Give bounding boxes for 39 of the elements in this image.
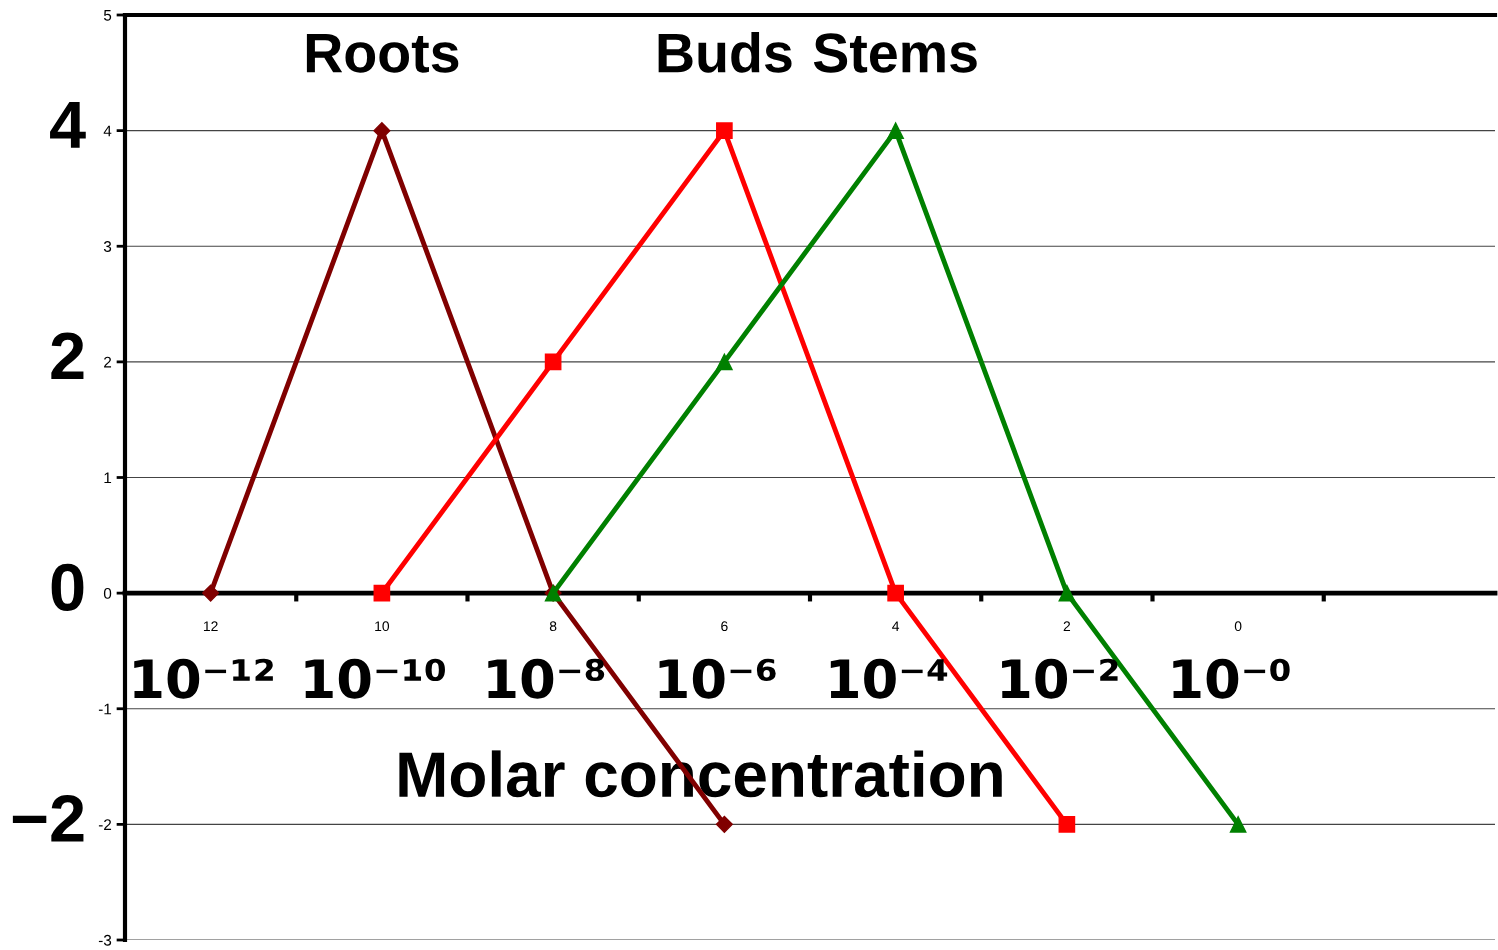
annotation: 10⁻⁴	[830, 658, 948, 699]
y-tick-label: 2	[104, 356, 112, 368]
series-label: Stems	[813, 33, 977, 73]
point	[1058, 584, 1076, 602]
point	[202, 584, 220, 602]
x-tick-label: 8	[549, 621, 557, 632]
point	[1229, 816, 1247, 833]
point	[373, 584, 391, 602]
y-tick-label: 3	[103, 241, 112, 252]
x-tick-label: 6	[721, 621, 728, 632]
point	[1058, 816, 1076, 833]
y-tick-label: 1	[104, 472, 112, 484]
annotation: 10⁻⁸	[488, 658, 605, 699]
y-tick-label: -2	[98, 819, 112, 830]
point	[715, 815, 733, 833]
point	[373, 122, 391, 140]
x-tick-label: 2	[1063, 621, 1071, 631]
text: −2	[12, 795, 84, 842]
y-tick-label: 4	[103, 125, 112, 137]
x-tick-label: 10	[375, 621, 390, 632]
x-tick-label: 4	[892, 621, 900, 631]
x-tick-label: 0	[1234, 621, 1242, 632]
annotation: 10⁻⁰	[1173, 658, 1290, 699]
point	[887, 122, 904, 139]
point	[716, 122, 733, 139]
y-tick-label: 5	[103, 10, 112, 21]
y-tick-label: -1	[98, 703, 112, 715]
point	[887, 584, 904, 602]
point	[544, 353, 562, 371]
y-tick-label: 0	[103, 587, 112, 599]
annotation: 10⁻⁶	[659, 658, 776, 699]
x-tick-label: 12	[203, 621, 218, 631]
series-label: Buds	[658, 31, 792, 73]
annotation: 10⁻¹²	[134, 658, 273, 699]
annotation: 10⁻²	[1002, 658, 1118, 699]
y-tick-label: -3	[98, 934, 112, 946]
series-label: Roots	[306, 33, 459, 73]
point	[716, 353, 733, 371]
annotation: 10⁻¹⁰	[305, 658, 445, 699]
